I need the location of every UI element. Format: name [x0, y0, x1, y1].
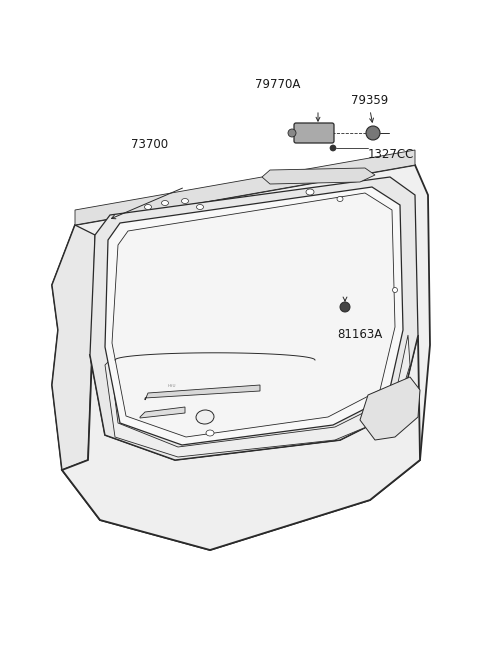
- Text: 79359: 79359: [351, 94, 389, 107]
- Polygon shape: [75, 150, 415, 225]
- Ellipse shape: [366, 126, 380, 140]
- Ellipse shape: [340, 302, 350, 312]
- Polygon shape: [62, 335, 420, 550]
- FancyBboxPatch shape: [294, 123, 334, 143]
- Ellipse shape: [393, 288, 397, 293]
- Polygon shape: [145, 385, 260, 400]
- Polygon shape: [52, 165, 430, 550]
- Polygon shape: [105, 187, 403, 445]
- Text: 81163A: 81163A: [337, 329, 383, 341]
- Polygon shape: [105, 335, 410, 457]
- Ellipse shape: [181, 198, 189, 204]
- Polygon shape: [52, 225, 95, 470]
- Ellipse shape: [337, 196, 343, 202]
- Text: HYU: HYU: [168, 384, 177, 388]
- Ellipse shape: [161, 200, 168, 206]
- Ellipse shape: [206, 430, 214, 436]
- Polygon shape: [90, 177, 418, 460]
- Text: 1327CC: 1327CC: [368, 149, 414, 162]
- Text: 79770A: 79770A: [255, 79, 300, 92]
- Ellipse shape: [288, 129, 296, 137]
- Polygon shape: [140, 407, 185, 418]
- Ellipse shape: [196, 410, 214, 424]
- Ellipse shape: [330, 145, 336, 151]
- Ellipse shape: [144, 204, 152, 210]
- Ellipse shape: [306, 189, 314, 195]
- Text: 73700: 73700: [132, 138, 168, 151]
- Polygon shape: [262, 168, 375, 184]
- Ellipse shape: [196, 204, 204, 210]
- Polygon shape: [112, 193, 395, 437]
- Polygon shape: [360, 377, 420, 440]
